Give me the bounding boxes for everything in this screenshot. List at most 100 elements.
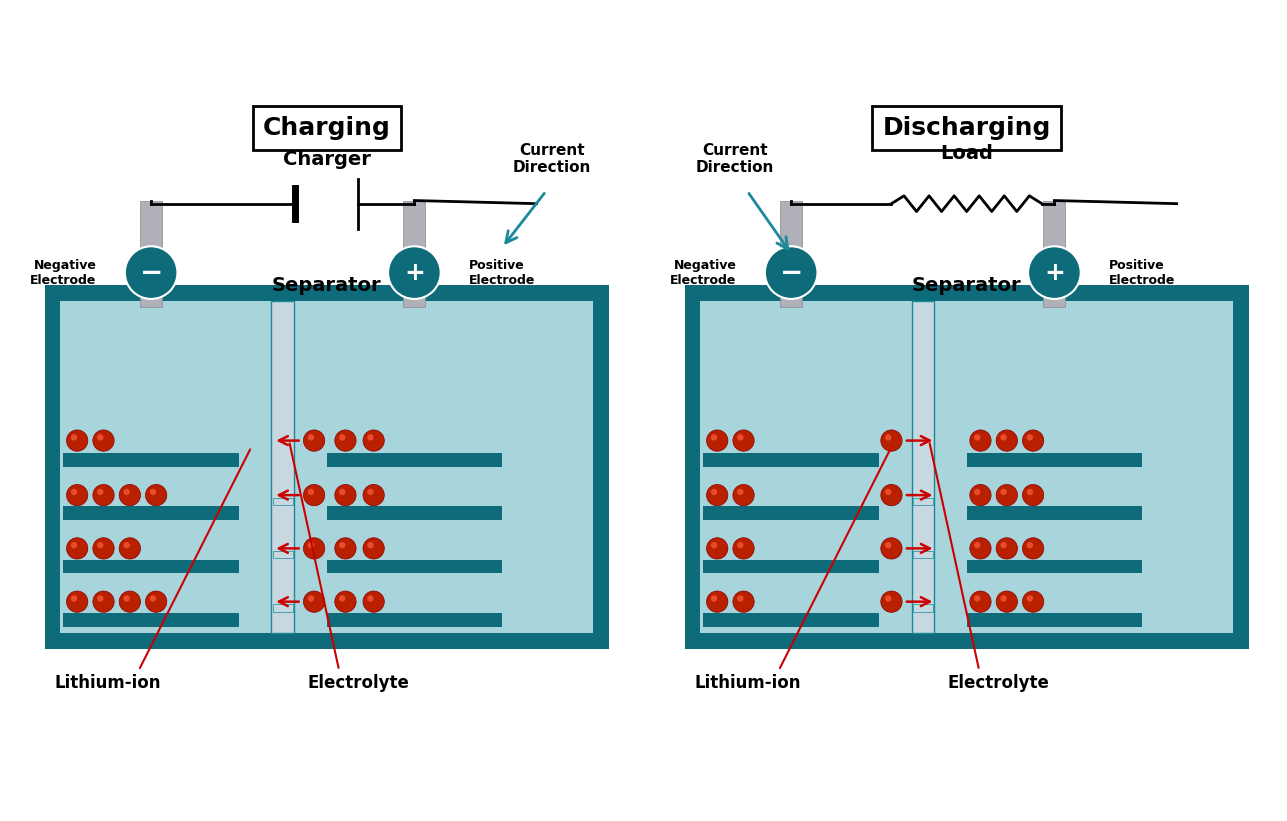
Circle shape — [710, 434, 717, 441]
Text: Positive
Electrode: Positive Electrode — [1109, 259, 1175, 287]
Bar — [63, 507, 239, 521]
Circle shape — [93, 484, 115, 506]
Circle shape — [97, 488, 103, 495]
Bar — [967, 453, 1142, 467]
Circle shape — [67, 430, 88, 452]
Bar — [63, 560, 239, 573]
Text: +: + — [404, 260, 425, 285]
Circle shape — [120, 484, 140, 506]
Circle shape — [1000, 595, 1006, 602]
Bar — [704, 507, 879, 521]
Bar — [704, 560, 879, 573]
Bar — [273, 498, 292, 505]
Circle shape — [707, 430, 728, 452]
Circle shape — [974, 542, 981, 548]
Circle shape — [93, 538, 115, 559]
Circle shape — [885, 595, 892, 602]
Text: Charger: Charger — [283, 150, 371, 169]
Circle shape — [970, 538, 991, 559]
Circle shape — [764, 246, 817, 299]
Circle shape — [67, 484, 88, 506]
Circle shape — [1027, 542, 1033, 548]
Circle shape — [1022, 538, 1044, 559]
Circle shape — [145, 484, 167, 506]
Circle shape — [145, 591, 167, 612]
Circle shape — [880, 430, 902, 452]
Bar — [45, 285, 609, 649]
Bar — [327, 507, 502, 521]
Circle shape — [335, 538, 356, 559]
Text: Separator: Separator — [272, 276, 381, 295]
Text: −: − — [780, 259, 803, 287]
Bar — [685, 285, 1248, 649]
Circle shape — [1000, 488, 1006, 495]
Circle shape — [389, 246, 440, 299]
Circle shape — [363, 484, 385, 506]
Circle shape — [338, 434, 345, 441]
Circle shape — [1000, 542, 1006, 548]
Circle shape — [304, 538, 324, 559]
Circle shape — [97, 595, 103, 602]
Bar — [912, 604, 933, 612]
Circle shape — [732, 591, 754, 612]
Circle shape — [970, 484, 991, 506]
Text: Charging: Charging — [263, 117, 390, 140]
Circle shape — [880, 484, 902, 506]
Bar — [273, 604, 292, 612]
Circle shape — [71, 595, 77, 602]
Bar — [1044, 200, 1066, 307]
Bar — [327, 453, 502, 467]
Circle shape — [308, 434, 314, 441]
Circle shape — [71, 488, 77, 495]
Circle shape — [93, 430, 115, 452]
Circle shape — [732, 484, 754, 506]
Circle shape — [367, 434, 373, 441]
Circle shape — [93, 591, 115, 612]
Circle shape — [885, 542, 892, 548]
Circle shape — [974, 595, 981, 602]
Circle shape — [338, 488, 345, 495]
Bar — [911, 300, 934, 633]
Text: Lithium-ion: Lithium-ion — [694, 674, 801, 692]
Circle shape — [996, 591, 1018, 612]
Bar — [912, 551, 933, 558]
Circle shape — [710, 595, 717, 602]
Circle shape — [1022, 484, 1044, 506]
Circle shape — [363, 591, 385, 612]
Bar — [912, 498, 933, 505]
Text: Current
Direction: Current Direction — [514, 143, 592, 176]
Circle shape — [149, 488, 156, 495]
Circle shape — [732, 430, 754, 452]
Circle shape — [367, 542, 373, 548]
Circle shape — [996, 538, 1018, 559]
Circle shape — [732, 538, 754, 559]
Bar — [140, 200, 162, 307]
Circle shape — [737, 488, 744, 495]
Circle shape — [996, 484, 1018, 506]
Text: −: − — [139, 259, 162, 287]
Circle shape — [970, 430, 991, 452]
Circle shape — [338, 595, 345, 602]
Circle shape — [308, 488, 314, 495]
Circle shape — [308, 542, 314, 548]
Bar — [63, 613, 239, 626]
Text: Current
Direction: Current Direction — [695, 143, 773, 176]
Circle shape — [707, 484, 728, 506]
Circle shape — [737, 542, 744, 548]
Text: Lithium-ion: Lithium-ion — [54, 674, 161, 692]
Circle shape — [707, 591, 728, 612]
Circle shape — [335, 484, 356, 506]
Circle shape — [970, 591, 991, 612]
Bar — [327, 560, 502, 573]
Circle shape — [124, 488, 130, 495]
Bar — [327, 613, 502, 626]
Text: Electrolyte: Electrolyte — [947, 674, 1049, 692]
Text: Load: Load — [941, 144, 994, 163]
Bar — [780, 200, 802, 307]
Circle shape — [1027, 434, 1033, 441]
Text: Separator: Separator — [912, 276, 1022, 295]
Circle shape — [737, 434, 744, 441]
Circle shape — [120, 538, 140, 559]
Circle shape — [335, 430, 356, 452]
Circle shape — [71, 542, 77, 548]
